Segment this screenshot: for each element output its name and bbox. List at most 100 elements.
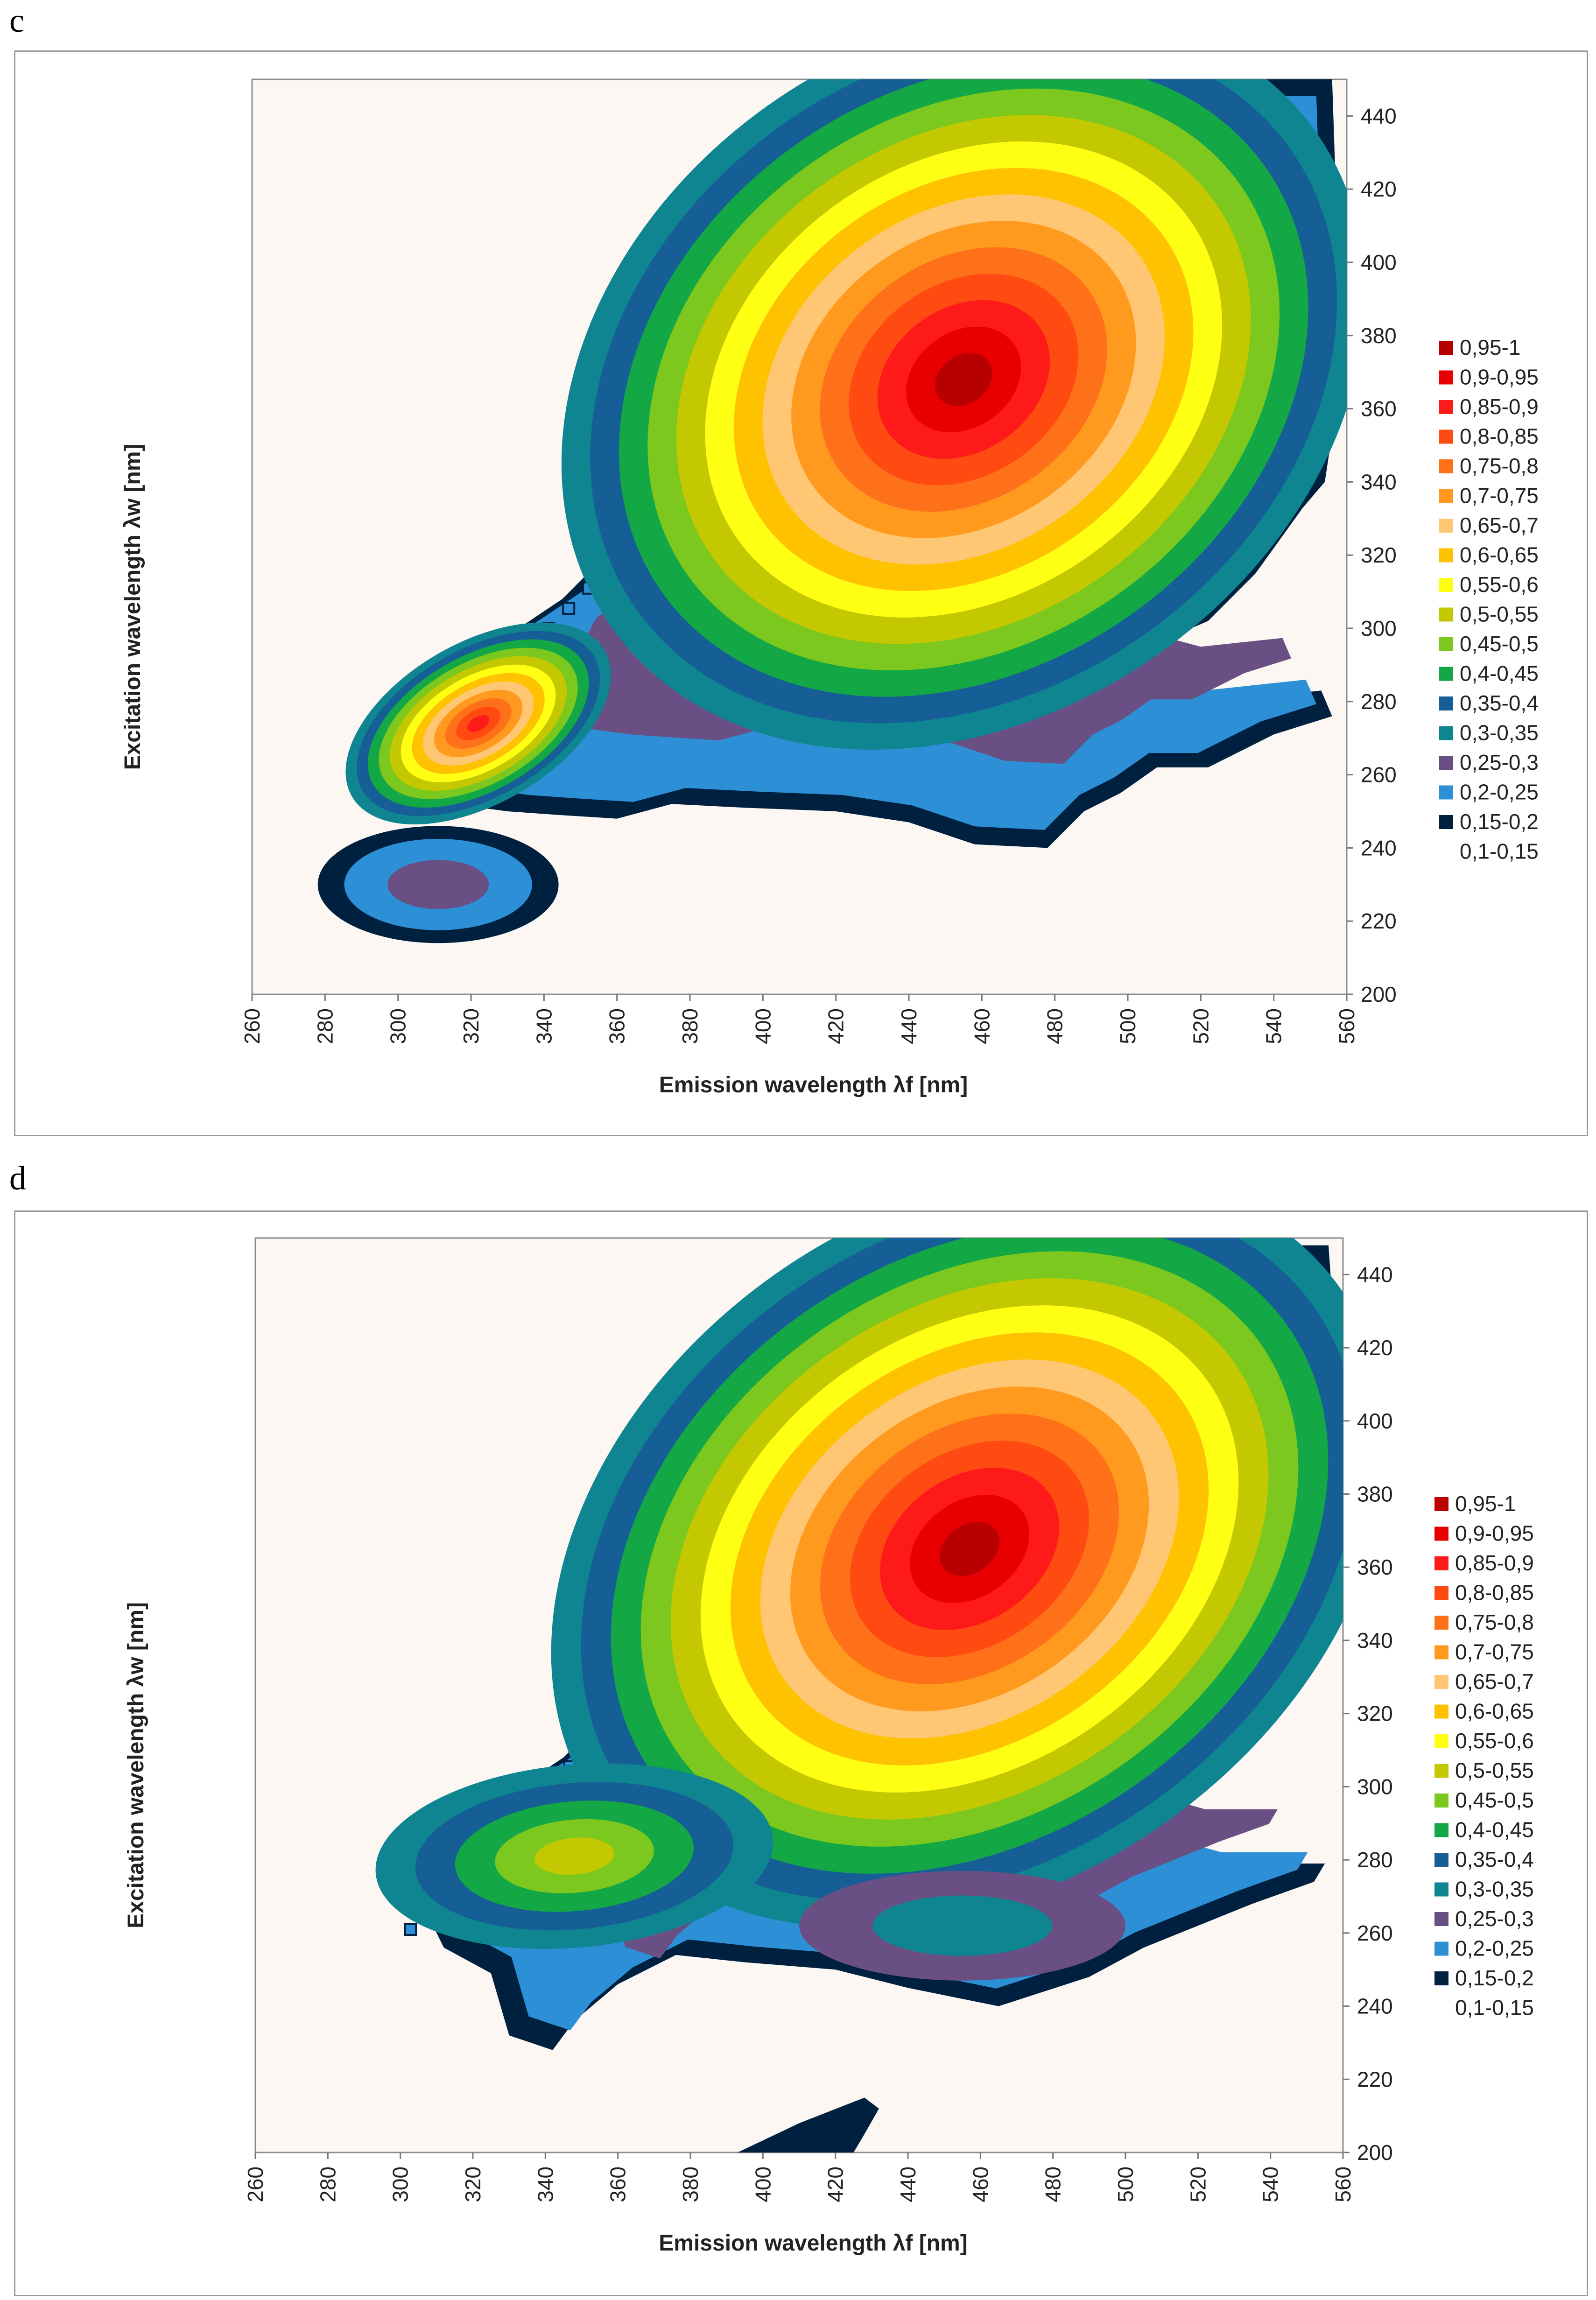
legend-label: 0,45-0,5 (1460, 632, 1539, 656)
x-tick-label: 340 (533, 2166, 557, 2202)
legend-label: 0,25-0,3 (1460, 750, 1539, 774)
legend-swatch (1439, 489, 1453, 503)
legend-label: 0,35-0,4 (1460, 691, 1539, 715)
legend-swatch (1439, 785, 1453, 800)
legend-swatch (1439, 519, 1453, 533)
x-tick-label: 300 (386, 1008, 410, 1044)
x-tick-label: 320 (459, 1008, 483, 1044)
legend-swatch (1439, 400, 1453, 414)
x-tick-label: 260 (243, 2166, 267, 2202)
legend-swatch (1439, 637, 1453, 651)
y-tick-label: 220 (1357, 2067, 1393, 2091)
legend-swatch (1439, 459, 1453, 473)
legend-label: 0,9-0,95 (1455, 1521, 1534, 1546)
y-tick-label: 300 (1357, 1774, 1393, 1799)
x-tick-label: 300 (388, 2166, 413, 2202)
y-tick-label: 200 (1361, 982, 1397, 1006)
legend-swatch (1434, 1586, 1448, 1600)
legend-label: 0,2-0,25 (1460, 780, 1539, 804)
x-tick-label: 340 (532, 1008, 556, 1044)
legend-label: 0,85-0,9 (1460, 394, 1539, 419)
main-peak-band-0,95-1 (940, 1522, 1000, 1576)
legend-swatch (1439, 815, 1453, 829)
x-tick-label: 280 (313, 1008, 337, 1044)
legend-label: 0,2-0,25 (1455, 1936, 1534, 1961)
y-tick-label: 440 (1361, 104, 1397, 128)
legend-label: 0,4-0,45 (1455, 1818, 1534, 1842)
legend-label: 0,95-1 (1460, 335, 1520, 359)
x-tick-label: 420 (823, 2166, 848, 2202)
legend-label: 0,65-0,7 (1460, 513, 1539, 537)
y-tick-label: 340 (1357, 1628, 1393, 1653)
legend-swatch (1439, 429, 1453, 444)
legend-label: 0,1-0,15 (1455, 1996, 1534, 2020)
y-tick-label: 280 (1361, 689, 1397, 714)
main-peak-band-0,95-1 (935, 353, 992, 406)
x-tick-label: 480 (1043, 1008, 1067, 1044)
legend-swatch (1439, 756, 1453, 770)
legend-label: 0,8-0,85 (1460, 424, 1539, 449)
y-tick-label: 360 (1361, 397, 1397, 421)
x-tick-label: 380 (678, 2166, 703, 2202)
legend-label: 0,45-0,5 (1455, 1788, 1534, 1812)
minor-peak-band-0,3-0,35 (872, 1895, 1052, 1956)
y-tick-label: 360 (1357, 1555, 1393, 1579)
x-tick-label: 540 (1262, 1008, 1286, 1044)
legend-swatch (1434, 1971, 1448, 1985)
chart-c: 260 280 300 320 340 360 380 400 420 440 460 480 500 5… (120, 78, 1539, 1097)
legend-swatch (1434, 1645, 1448, 1660)
band-0,15-0,2-low (738, 2097, 879, 2152)
x-tick-label: 520 (1188, 1008, 1213, 1044)
legend-label: 0,55-0,6 (1460, 572, 1539, 597)
secondary-peak-band-0,85-0,9 (467, 715, 490, 732)
x-tick-label: 560 (1331, 2166, 1355, 2202)
legend-label: 0,4-0,45 (1460, 661, 1539, 686)
x-tick-label: 500 (1116, 1008, 1140, 1044)
legend: 0,95-1 0,9-0,95 0,85-0,9 0,8-0,85 0,75-0,8 0,… (1434, 1491, 1534, 2020)
legend-label: 0,1-0,15 (1460, 839, 1539, 864)
legend-swatch (1434, 1734, 1448, 1748)
legend-swatch (1434, 1764, 1448, 1778)
y-tick-label: 260 (1361, 763, 1397, 787)
x-tick-label: 460 (970, 1008, 994, 1044)
legend-label: 0,8-0,85 (1455, 1581, 1534, 1605)
x-tick-label: 480 (1041, 2166, 1065, 2202)
y-tick-label: 240 (1357, 1994, 1393, 2019)
y-tick-label: 440 (1357, 1262, 1393, 1287)
secondary-peak-band-0,5-0,55 (534, 1837, 614, 1875)
edge-step (404, 1923, 417, 1936)
legend-swatch (1434, 1853, 1448, 1867)
y-tick-label: 380 (1361, 324, 1397, 348)
legend-swatch (1439, 667, 1453, 681)
y-tick-label: 280 (1357, 1848, 1393, 1872)
legend-label: 0,15-0,2 (1460, 809, 1539, 834)
axes: 260 280 300 320 340 360 380 400 420 440 460 480 500 5… (124, 1262, 1393, 2256)
legend-label: 0,55-0,6 (1455, 1729, 1534, 1753)
legend: 0,95-1 0,9-0,95 0,85-0,9 0,8-0,85 0,75-0,8 0,… (1439, 335, 1539, 864)
legend-swatch (1439, 607, 1453, 622)
x-axis-title: Emission wavelength λf [nm] (659, 2231, 967, 2256)
legend-swatch (1434, 1704, 1448, 1719)
y-tick-label: 200 (1357, 2140, 1393, 2165)
x-tick-label: 320 (461, 2166, 485, 2202)
legend-label: 0,7-0,75 (1460, 484, 1539, 508)
y-axis-title: Excitation wavelength λw [nm] (124, 1602, 148, 1928)
legend-label: 0,25-0,3 (1455, 1906, 1534, 1931)
legend-swatch (1439, 726, 1453, 740)
legend-swatch (1439, 548, 1453, 563)
legend-label: 0,3-0,35 (1455, 1877, 1534, 1901)
legend-label: 0,95-1 (1455, 1491, 1516, 1516)
legend-label: 0,15-0,2 (1455, 1966, 1534, 1990)
legend-swatch (1439, 341, 1453, 355)
contour-field (375, 1238, 1343, 2152)
x-tick-label: 360 (605, 1008, 629, 1044)
x-tick-label: 560 (1335, 1008, 1359, 1044)
legend-label: 0,75-0,8 (1460, 454, 1539, 478)
legend-swatch (1439, 578, 1453, 592)
legend-swatch (1434, 1823, 1448, 1837)
x-tick-label: 440 (896, 2166, 920, 2202)
y-tick-label: 220 (1361, 909, 1397, 933)
legend-label: 0,85-0,9 (1455, 1551, 1534, 1575)
y-tick-label: 400 (1357, 1409, 1393, 1433)
